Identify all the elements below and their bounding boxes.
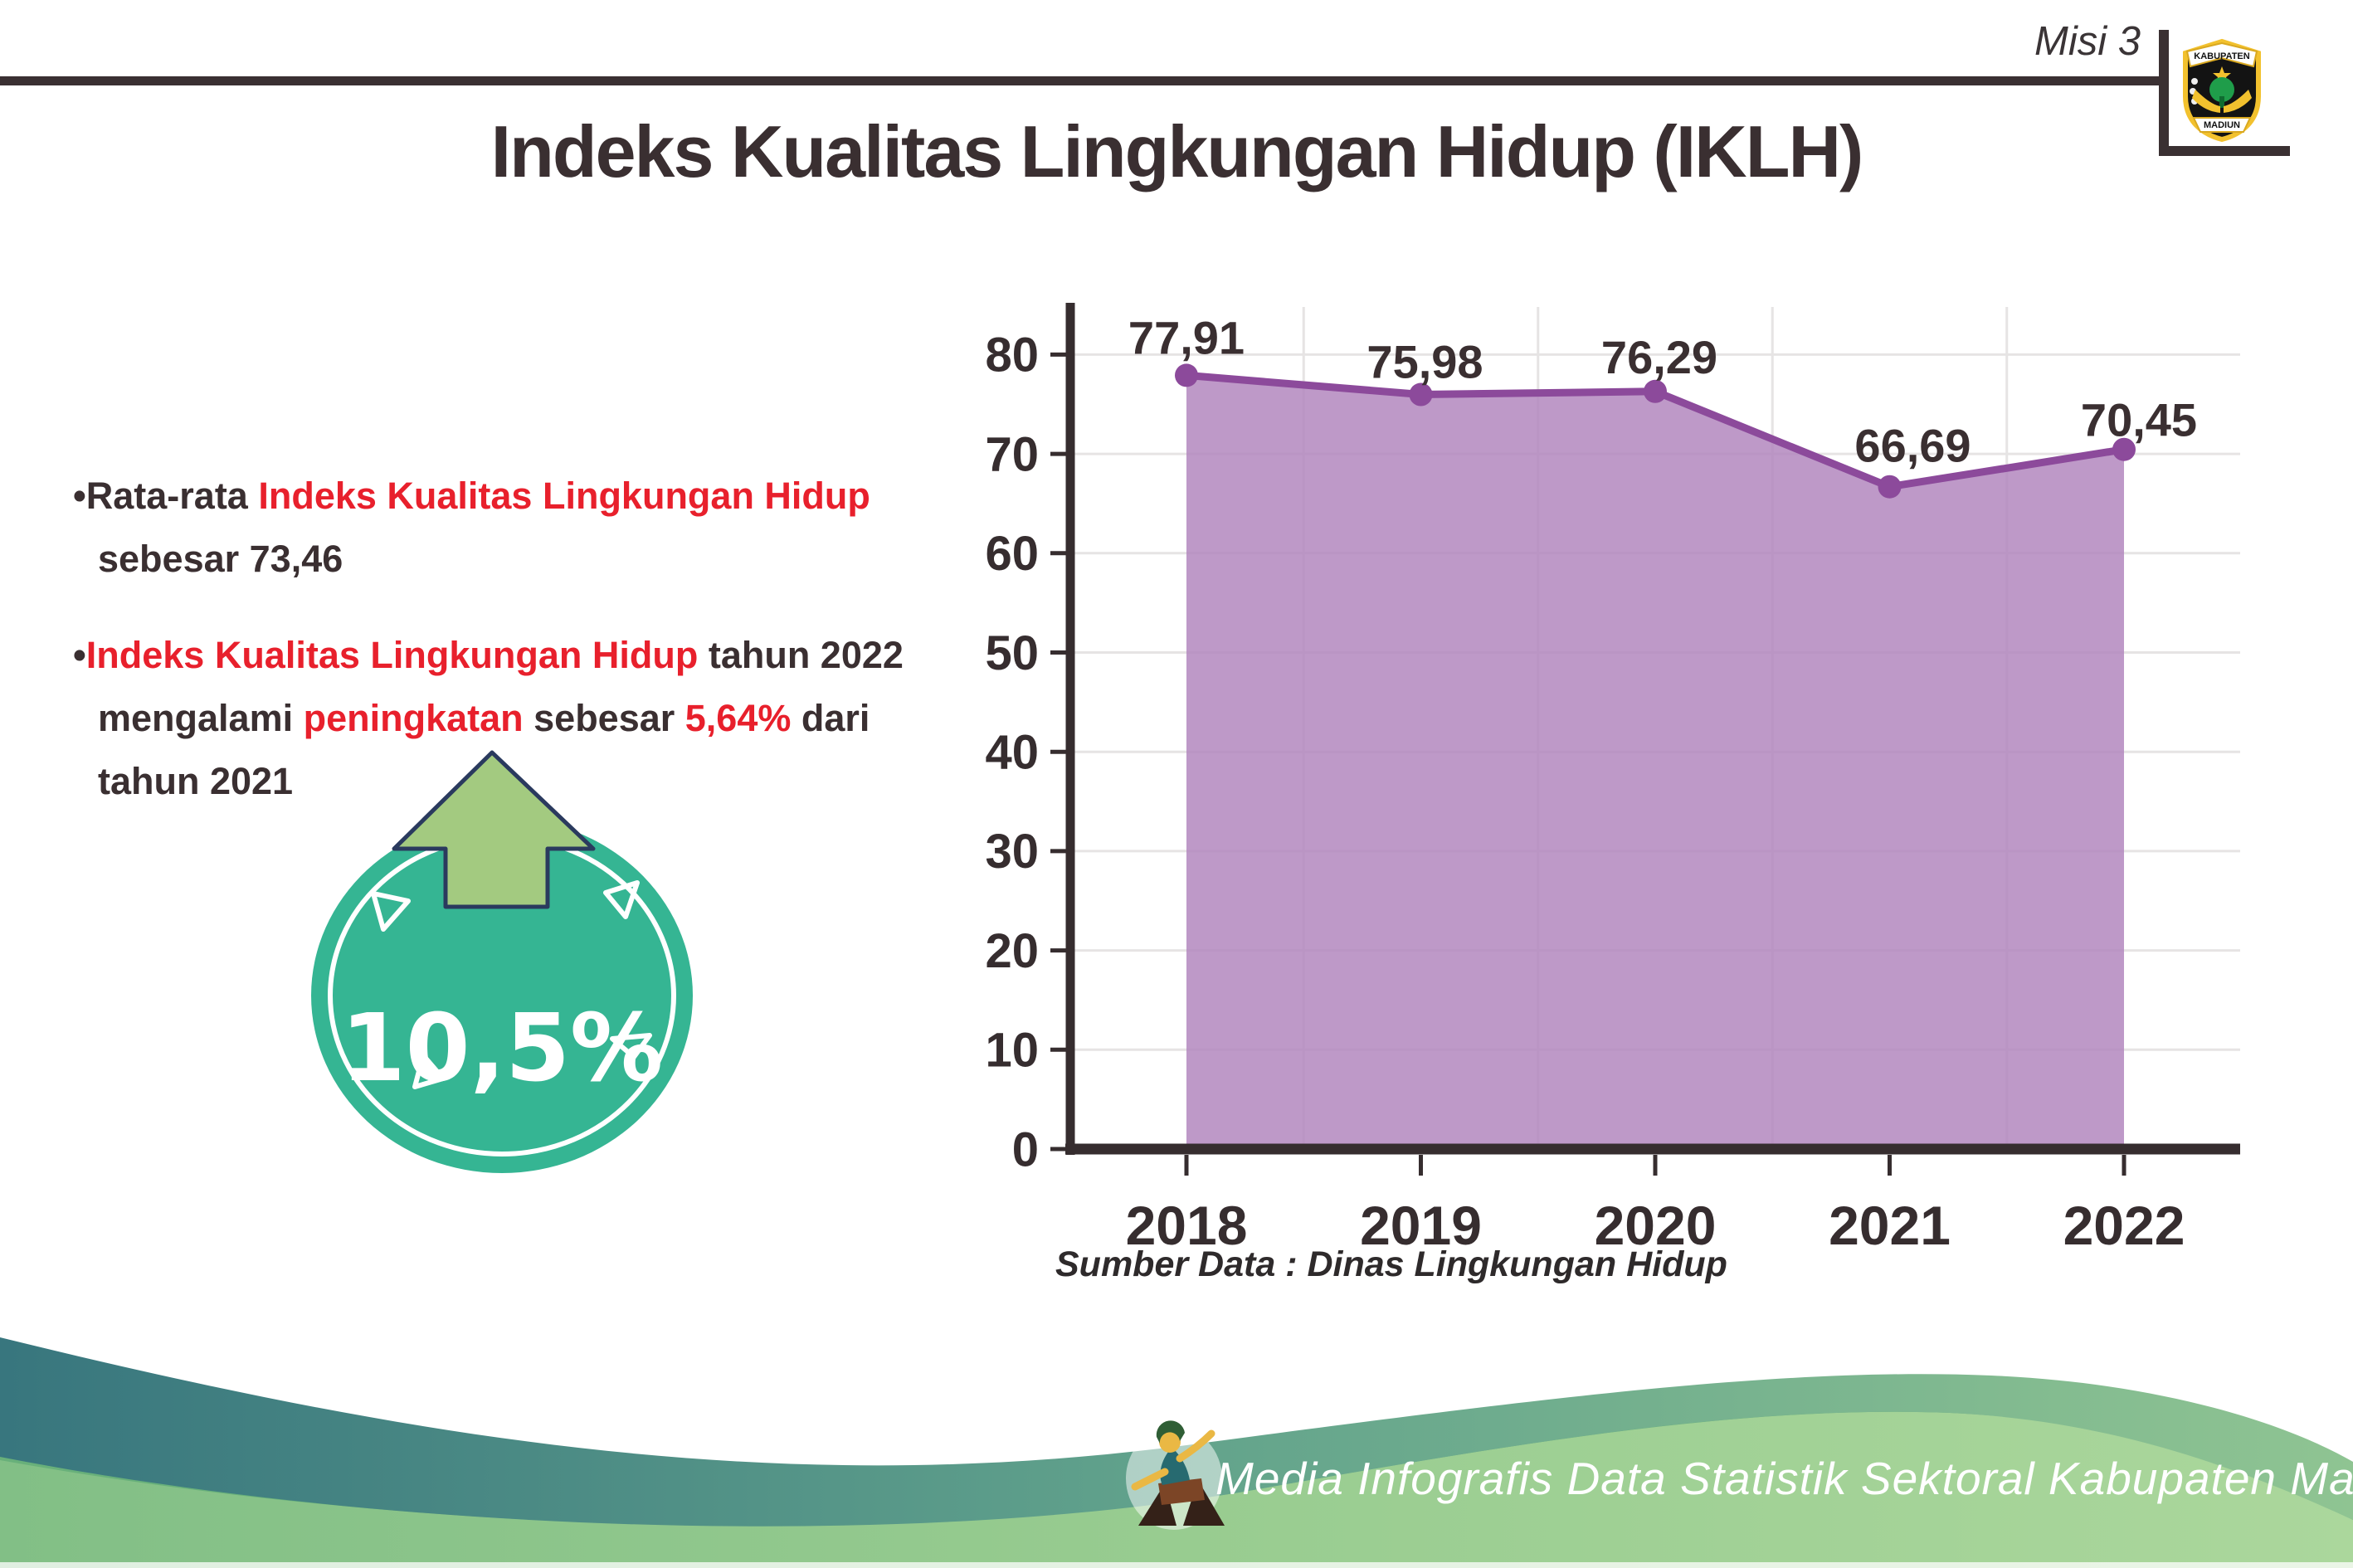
badge-value: 10,5% <box>341 995 664 1103</box>
data-point <box>1644 379 1667 403</box>
bullet-rata-rata: •Rata-rata Indeks Kualitas Lingkungan Hi… <box>73 465 994 591</box>
logo-bottom-text: MADIUN <box>2204 120 2240 130</box>
logo-tree-trunk <box>2219 96 2224 108</box>
kabupaten-madiun-logo-icon: KABUPATEN MADIUN <box>2183 38 2261 143</box>
logo-bottom-banner <box>2192 117 2252 133</box>
bullet-text-segment: dari <box>791 697 870 739</box>
logo-wing-right <box>2224 90 2252 113</box>
bullet-text-segment: tahun 2022 <box>698 634 904 676</box>
data-point <box>1409 382 1433 407</box>
mascot-leg-right <box>1183 1480 1225 1526</box>
mascot-hat <box>1156 1420 1185 1444</box>
data-label: 70,45 <box>2081 394 2197 446</box>
y-tick-label: 30 <box>985 825 1039 879</box>
logo-bracket-vertical <box>2159 30 2169 156</box>
mascot-torso <box>1160 1450 1190 1485</box>
badge-spark-triangle <box>371 891 411 932</box>
logo-bracket-horizontal <box>2159 146 2290 156</box>
bullet-text-segment: 5,64% <box>684 697 792 739</box>
bullet-text-segment: Indeks Kualitas Lingkungan Hidup <box>85 634 699 676</box>
mascot-arm-left <box>1131 1468 1169 1491</box>
y-tick-label: 50 <box>985 626 1039 680</box>
logo-tree-icon <box>2209 77 2234 102</box>
y-tick-label: 60 <box>985 527 1039 581</box>
y-tick-label: 10 <box>985 1024 1039 1078</box>
bullet-line: tahun 2021 <box>73 750 994 813</box>
header-rule <box>0 76 2161 85</box>
up-arrow-icon <box>392 750 596 909</box>
bullet-text-segment: sebesar 73,46 <box>98 538 343 580</box>
footer-wave-main <box>0 1411 2353 1568</box>
increase-badge: 10,5% <box>311 750 693 1173</box>
source-caption: Sumber Data : Dinas Lingkungan Hidup <box>1055 1244 1727 1284</box>
bullet-text-segment: peningkatan <box>303 697 524 739</box>
x-tick-label: 2019 <box>1360 1195 1482 1256</box>
bullet-line: •Rata-rata Indeks Kualitas Lingkungan Hi… <box>73 465 994 528</box>
data-point <box>1878 475 1902 499</box>
x-tick-label: 2021 <box>1829 1195 1951 1256</box>
dancer-mascot-icon <box>1126 1420 1225 1530</box>
bullet-dot: • <box>73 475 86 517</box>
bullet-line: mengalami peningkatan sebesar 5,64% dari <box>73 687 994 750</box>
y-tick-label: 70 <box>985 427 1039 481</box>
bullet-peningkatan: •Indeks Kualitas Lingkungan Hidup tahun … <box>73 624 994 813</box>
page-title: Indeks Kualitas Lingkungan Hidup (IKLH) <box>490 110 1864 192</box>
logo-top-banner <box>2185 41 2258 68</box>
footer-wave <box>0 1337 2353 1568</box>
bullet-text-segment: tahun 2021 <box>98 760 294 802</box>
x-tick-label: 2020 <box>1595 1195 1717 1256</box>
data-label: 66,69 <box>1854 420 1971 472</box>
mascot-skirt <box>1158 1478 1205 1505</box>
y-tick-label: 0 <box>1012 1122 1039 1176</box>
misi-label: Misi 3 <box>2034 19 2141 64</box>
data-point <box>1175 363 1198 387</box>
bullet-text-segment: Rata-rata <box>85 475 259 517</box>
data-label: 77,91 <box>1128 311 1245 363</box>
footer-caption: Media Infografis Data Statistik Sektoral… <box>1215 1453 2353 1504</box>
badge-spark-triangle <box>412 1053 446 1089</box>
footer-bottom-strip <box>0 1562 2353 1568</box>
y-tick-label: 80 <box>985 329 1039 382</box>
bullet-text-segment: Indeks Kualitas Lingkungan Hidup <box>258 475 870 517</box>
bullet-line: •Indeks Kualitas Lingkungan Hidup tahun … <box>73 624 994 687</box>
series-area <box>1186 375 2124 1149</box>
bullet-text-segment: mengalami <box>98 697 304 739</box>
y-tick-label: 20 <box>985 924 1039 978</box>
footer-wave-band <box>0 1337 2353 1527</box>
y-tick-label: 40 <box>985 726 1039 780</box>
logo-wing-left <box>2192 90 2220 113</box>
x-tick-label: 2018 <box>1126 1195 1248 1256</box>
badge-spark-triangle <box>610 1033 652 1059</box>
mascot-head <box>1159 1431 1181 1453</box>
iklh-chart-container: 77,91 75,98 76,29 66,69 70,45 0 10 20 30 40 50 60 70… <box>967 286 2261 1307</box>
mascot-arm-right <box>1176 1429 1215 1463</box>
data-label: 76,29 <box>1601 331 1717 383</box>
logo-cotton-dot <box>2191 78 2198 85</box>
logo-top-text: KABUPATEN <box>2194 51 2249 61</box>
badge-circle <box>311 818 693 1173</box>
bullet-dot: • <box>73 634 86 676</box>
bullet-text-segment: sebesar <box>523 697 685 739</box>
iklh-area-chart: 77,91 75,98 76,29 66,69 70,45 0 10 20 30 40 50 60 70… <box>985 303 2240 1256</box>
x-tick-label: 2022 <box>2063 1195 2185 1256</box>
badge-spark-triangle <box>603 880 640 919</box>
data-point <box>2112 437 2136 461</box>
data-label: 75,98 <box>1366 336 1483 388</box>
bullet-line: sebesar 73,46 <box>73 528 994 591</box>
